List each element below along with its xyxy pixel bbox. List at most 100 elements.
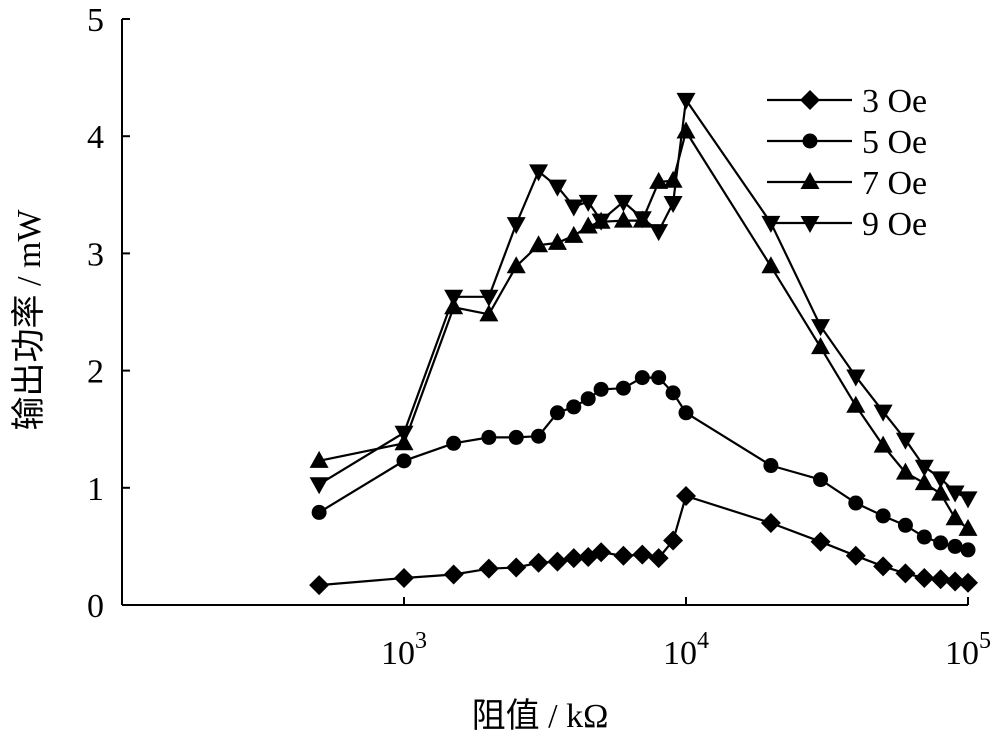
series-layer [309, 92, 978, 596]
data-point [676, 121, 696, 139]
data-point [613, 194, 633, 212]
x-tick-base: 10 [663, 635, 697, 672]
data-point [760, 512, 781, 533]
y-tick-label: 4 [87, 119, 104, 156]
data-point [813, 472, 829, 488]
data-point [945, 571, 966, 592]
legend-item: 9 Oe [767, 206, 927, 243]
data-point [931, 483, 951, 501]
legend-item: 5 Oe [767, 124, 927, 161]
data-point [564, 225, 584, 243]
legend-label: 3 Oe [862, 83, 927, 120]
data-point [958, 572, 978, 593]
legend: 3 Oe 5 Oe 7 Oe 9 Oe [767, 83, 927, 243]
data-point [309, 477, 329, 495]
series-2 [311, 370, 976, 558]
y-axis-title: 输出功率 / mW [10, 209, 48, 431]
data-point [528, 552, 549, 573]
data-point [897, 517, 913, 533]
y-tick-label: 0 [87, 588, 104, 625]
data-point [529, 235, 549, 253]
data-point [506, 256, 526, 274]
data-point [479, 304, 499, 322]
series-1 [309, 486, 978, 596]
data-point [632, 544, 653, 565]
data-point [958, 518, 978, 536]
data-point [930, 569, 951, 590]
data-point [945, 508, 965, 526]
data-point [508, 429, 524, 445]
data-point [761, 256, 781, 274]
data-point [931, 471, 951, 489]
series-line [318, 376, 969, 551]
data-point [914, 459, 934, 477]
data-point [810, 531, 831, 552]
data-point [895, 462, 915, 480]
data-point [634, 370, 650, 386]
data-point [947, 538, 963, 554]
data-point [873, 435, 893, 453]
legend-marker [800, 216, 820, 233]
data-point [547, 551, 568, 572]
data-point [649, 224, 669, 242]
data-point [895, 563, 916, 584]
legend-marker [800, 172, 820, 189]
data-point [846, 395, 866, 413]
x-tick-exponent: 3 [415, 628, 427, 654]
data-point [811, 337, 831, 355]
data-point [875, 508, 891, 524]
data-point [651, 370, 667, 386]
y-tick-label: 1 [87, 471, 104, 508]
data-point [958, 491, 978, 509]
data-point [564, 199, 584, 217]
data-point [895, 432, 915, 450]
data-point [394, 425, 414, 443]
data-point [593, 381, 609, 397]
legend-item: 3 Oe [767, 83, 927, 120]
data-point [678, 405, 694, 421]
data-point [763, 458, 779, 474]
data-point [446, 435, 462, 451]
y-tick-label: 5 [87, 2, 104, 39]
data-point [632, 211, 652, 229]
data-point [663, 170, 683, 188]
data-point [811, 319, 831, 337]
data-point [506, 557, 527, 578]
data-point [960, 542, 976, 558]
data-point [394, 568, 414, 589]
y-tick-label: 3 [87, 236, 104, 273]
legend-label: 7 Oe [862, 165, 927, 202]
data-point [506, 217, 526, 235]
data-point [479, 289, 499, 307]
data-point [916, 529, 932, 545]
data-point [846, 369, 866, 387]
data-point [914, 568, 935, 589]
data-point [396, 453, 412, 469]
data-point [443, 564, 464, 585]
data-point [566, 399, 582, 415]
x-tick-exponent: 5 [979, 628, 991, 654]
data-point [481, 429, 497, 445]
data-point [914, 473, 934, 491]
data-point [547, 232, 567, 250]
data-point [848, 495, 864, 511]
data-point [444, 289, 464, 307]
data-point [591, 213, 611, 231]
data-point [933, 535, 949, 551]
x-tick-base: 10 [381, 635, 415, 672]
legend-label: 5 Oe [862, 124, 927, 161]
data-point [531, 428, 547, 444]
data-point [945, 485, 965, 503]
x-tick-label: 105 [945, 628, 991, 672]
legend-marker [800, 90, 820, 110]
data-point [578, 194, 598, 212]
data-point [648, 548, 669, 569]
data-point [845, 545, 866, 566]
x-tick-exponent: 4 [697, 628, 709, 654]
data-point [873, 404, 893, 422]
data-point [563, 548, 584, 569]
data-point [309, 450, 329, 468]
data-point [649, 171, 669, 189]
data-point [676, 92, 696, 110]
data-point [311, 504, 327, 520]
